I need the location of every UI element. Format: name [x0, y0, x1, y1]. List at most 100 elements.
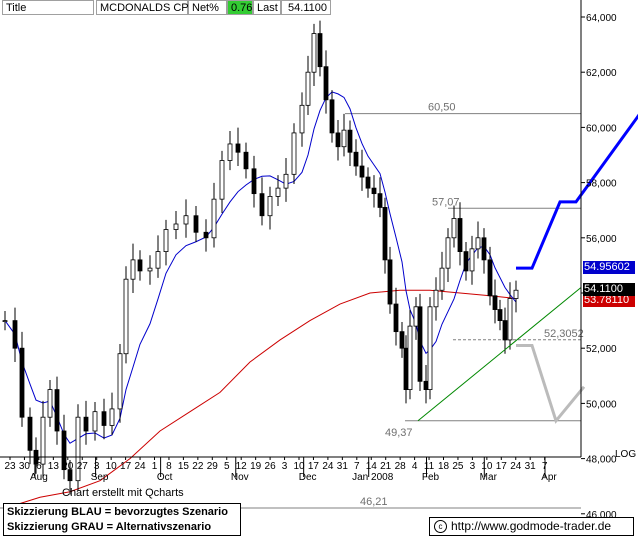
x-day-label: 14: [366, 461, 378, 472]
candle-body: [251, 168, 257, 195]
candle-body: [487, 259, 493, 297]
candle-body: [137, 259, 143, 272]
candle-body: [163, 229, 169, 253]
x-month-label: Nov: [231, 472, 249, 483]
candle-body: [243, 151, 249, 170]
candle-body: [155, 251, 161, 269]
candle-body: [75, 416, 81, 482]
x-day-label: 13: [48, 461, 60, 472]
candle-body: [203, 231, 209, 239]
x-month-label: Feb: [422, 472, 440, 483]
website-link[interactable]: c http://www.godmode-trader.de: [429, 517, 634, 536]
candle-body: [47, 389, 53, 418]
level-label: 49,37: [385, 427, 413, 439]
candle-body: [371, 187, 377, 195]
legend-blue: Skizzierung BLAU = bevorzugtes Szenario: [7, 506, 228, 518]
slow-moving-average: [4, 289, 517, 509]
x-day-label: 19: [250, 461, 262, 472]
candle-body: [439, 267, 445, 291]
candle-body: [513, 289, 519, 299]
x-day-label: 17: [496, 461, 508, 472]
change-value: 0.76: [227, 0, 253, 15]
candle-body: [451, 218, 457, 239]
x-day-label: 12: [236, 461, 248, 472]
candle-body: [123, 278, 129, 355]
last-price-tag: 54.1100: [583, 282, 635, 296]
candle-body: [109, 408, 115, 426]
x-day-label: 1: [152, 461, 158, 472]
candle-body: [193, 215, 199, 233]
website-url: http://www.godmode-trader.de: [451, 519, 612, 533]
candle-body: [101, 411, 107, 426]
candle-body: [427, 306, 433, 390]
candle-body: [407, 325, 413, 390]
candle-body: [211, 198, 217, 239]
scenario-grey-path: [516, 343, 586, 424]
candle-body: [219, 160, 225, 200]
y-tick-label: 56,000: [586, 234, 617, 245]
scenario-blue-path: [516, 113, 638, 270]
candle-body: [502, 320, 508, 341]
candle-body: [475, 237, 481, 250]
x-day-label: 20: [62, 461, 74, 472]
level-label: 60,50: [428, 102, 456, 114]
candle-body: [19, 347, 25, 418]
candle-body: [403, 347, 409, 391]
candle-body: [359, 165, 365, 178]
y-tick-label: 48,000: [586, 455, 617, 466]
candle-body: [130, 259, 136, 280]
candle-body: [173, 223, 179, 230]
candle-body: [83, 416, 89, 432]
candle-body: [283, 173, 289, 189]
candle-body: [492, 295, 498, 310]
horizontal-levels: 60,50 57,07 52,3052 49,37 46,21: [0, 102, 584, 509]
x-day-label: 10: [481, 461, 493, 472]
scenario-sketches: [417, 113, 638, 424]
candle-body: [417, 306, 423, 382]
candle-body: [67, 469, 73, 482]
x-day-label: 3: [94, 461, 100, 472]
candle-body: [183, 215, 189, 225]
symbol-field: MCDONALDS CP: [96, 0, 189, 15]
x-axis-ticks: 23 30 6 13 20 27 3 10 17 24 1 8 15 22 29 5 12 19 26 3 10 17 24…: [4, 457, 557, 483]
candle-body: [463, 251, 469, 272]
candle-body: [341, 129, 347, 148]
x-day-label: 10: [106, 461, 118, 472]
candle-body: [329, 99, 335, 134]
ma-slow-price-tag: 53.78110: [583, 293, 635, 307]
x-month-label: Oct: [157, 472, 173, 483]
candle-body: [507, 298, 513, 341]
x-day-label: 3: [470, 461, 476, 472]
x-day-label: 28: [395, 461, 407, 472]
x-month-label: Aug: [30, 472, 48, 483]
x-month-label: Apr: [541, 472, 557, 483]
x-day-label: 24: [134, 461, 146, 472]
last-value: 54.1100: [281, 0, 331, 15]
x-day-label: 3: [282, 461, 288, 472]
x-month-label: Sep: [91, 472, 109, 483]
x-month-label: Mar: [480, 472, 498, 483]
candle-body: [40, 416, 46, 465]
candle-body: [323, 66, 329, 101]
candle-body: [54, 389, 60, 432]
candle-body: [393, 303, 399, 333]
level-label: 57,07: [432, 196, 460, 208]
x-day-label: 17: [120, 461, 132, 472]
x-day-label: 29: [207, 461, 219, 472]
title-field: Title: [2, 0, 94, 15]
x-day-label: 17: [308, 461, 320, 472]
candle-body: [335, 132, 341, 148]
chart-credit: Chart erstellt mit Qcharts: [62, 487, 184, 499]
candle-body: [382, 207, 388, 261]
candle-body: [469, 248, 475, 272]
x-day-label: 25: [452, 461, 464, 472]
candle-body: [445, 237, 451, 269]
x-day-label: 18: [438, 461, 450, 472]
candle-body: [365, 176, 371, 189]
y-tick-label: 50,000: [586, 399, 617, 410]
candle-body: [61, 430, 67, 471]
x-day-label: 7: [354, 461, 360, 472]
x-day-label: 30: [19, 461, 31, 472]
x-day-label: 23: [4, 461, 16, 472]
